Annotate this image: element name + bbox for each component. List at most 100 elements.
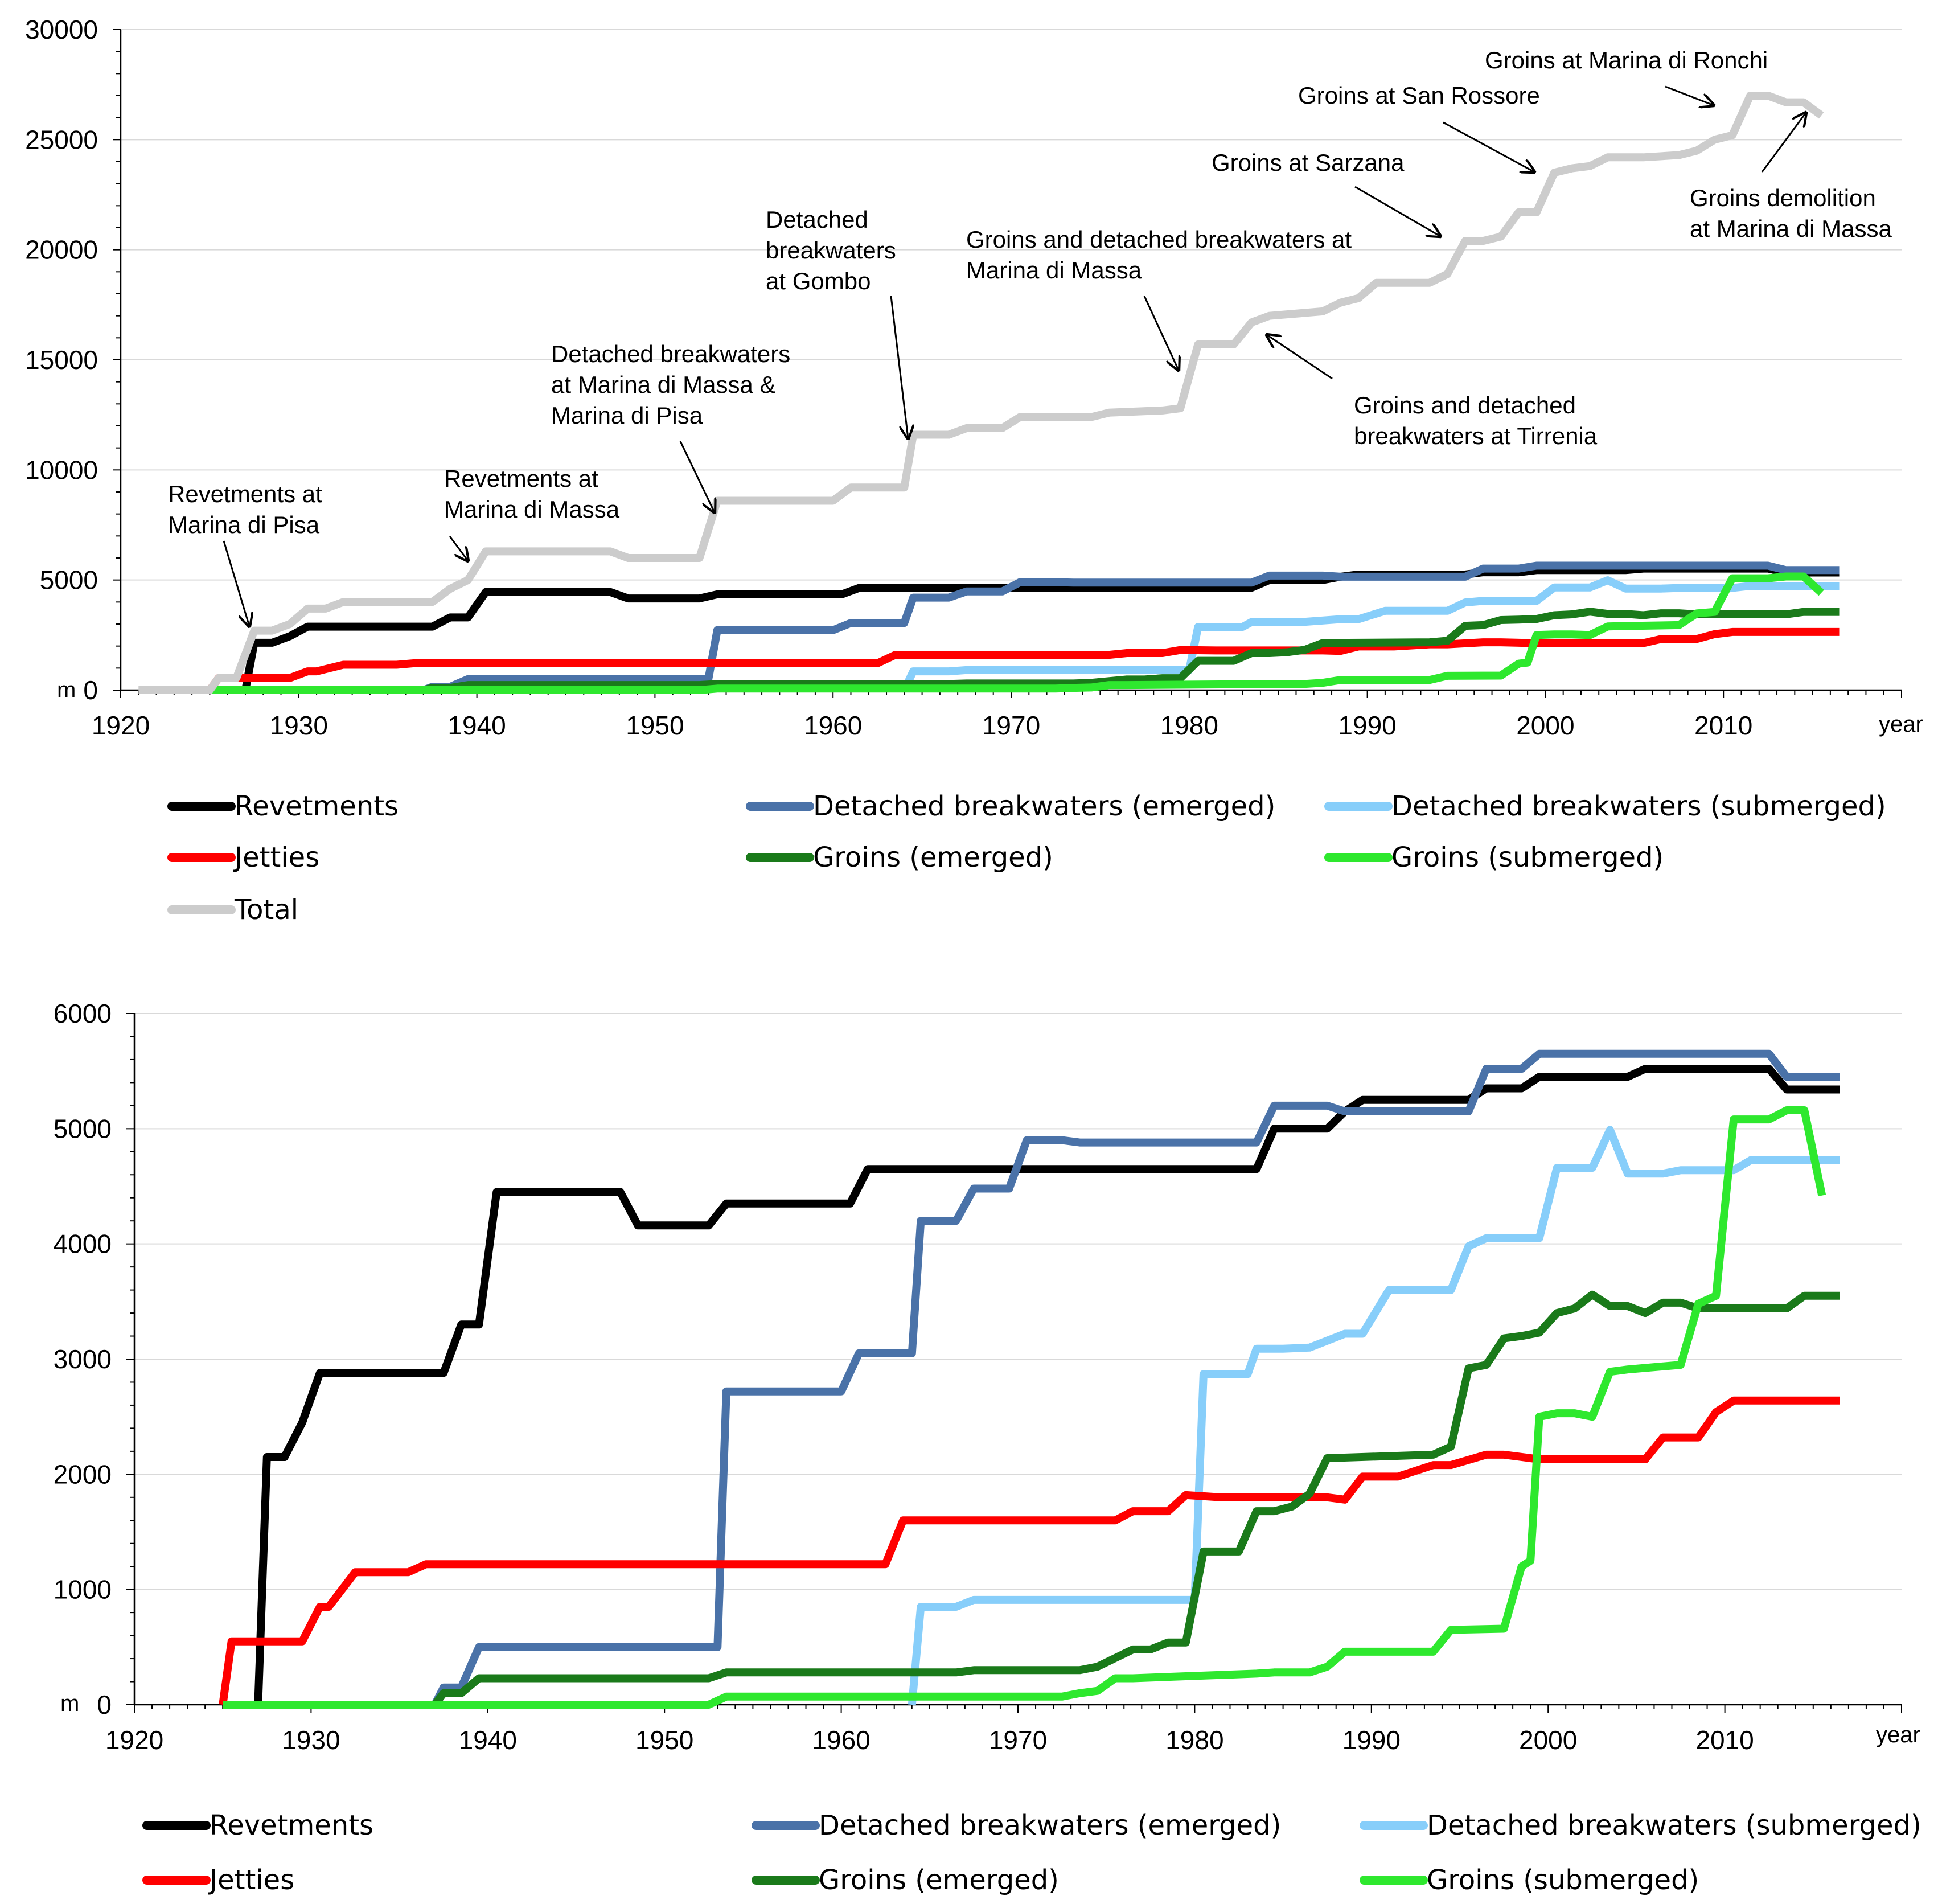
annotation-text-line: Groins at Sarzana (1212, 149, 1405, 176)
annotation-arrow (449, 536, 468, 561)
legend-label: Detached breakwaters (submerged) (1427, 1809, 1921, 1841)
annotation-text-line: Revetments at (168, 481, 322, 507)
annotation-text-line: Groins at San Rossore (1298, 82, 1540, 109)
legend-item-total: Total (167, 894, 298, 926)
series-line-detached-breakwaters-submerged (900, 576, 1840, 692)
y-tick-label: 4000 (54, 1229, 112, 1259)
annotation-text-line: Marina di Massa (444, 496, 620, 523)
legend-item-revetments: Revetments (142, 1809, 373, 1841)
series-line-jetties (219, 1396, 1840, 1705)
annotation-text-line: Groins and detached (1354, 392, 1576, 418)
series-line-total (138, 92, 1824, 694)
legend-label: Detached breakwaters (emerged) (813, 790, 1275, 822)
x-tick-label: 1950 (626, 711, 684, 740)
legend-label: Groins (submerged) (1391, 842, 1664, 873)
y-tick-label: 30000 (25, 15, 98, 44)
annotation-text-line: at Gombo (766, 268, 871, 294)
annotation-text: Groins at Sarzana (1212, 149, 1405, 176)
y-tick-label: 5000 (54, 1114, 112, 1143)
x-tick-label: 1970 (982, 711, 1040, 740)
annotation-text: Detached breakwaters at Marina di Massa &… (551, 340, 790, 429)
annotation-text: Groins and detached breakwaters at Marina… (966, 226, 1352, 284)
y-tick-label: 0 (97, 1690, 112, 1720)
annotation-text: Groins and detached breakwaters at Tirren… (1354, 392, 1598, 449)
legend-item-groins-emerged: Groins (emerged) (746, 842, 1053, 873)
series-line-detached-breakwaters-emerged (422, 561, 1840, 694)
legend-item-jetties: Jetties (167, 842, 319, 873)
annotation-groins-at-marina-di-ronchi: Groins at Marina di Ronchi (1485, 47, 1768, 105)
annotation-arrow (679, 441, 715, 512)
annotation-groins-and-detached-breakwaters-at-tirrenia: Groins and detached breakwaters at Tirren… (1267, 335, 1598, 449)
x-tick-label: 1930 (282, 1725, 340, 1755)
legend-item-detached-breakwaters-emerged: Detached breakwaters (emerged) (752, 1809, 1281, 1841)
y-tick-label: 5000 (40, 565, 98, 595)
series-line-groins-emerged (432, 1290, 1840, 1708)
x-axis-label: year (1879, 712, 1923, 737)
annotation-arrow (1443, 121, 1534, 172)
annotation-text-line: Revetments at (444, 465, 598, 492)
x-tick-label: 2000 (1519, 1725, 1577, 1755)
y-tick-label: 25000 (25, 125, 98, 154)
legend-item-revetments: Revetments (167, 790, 399, 822)
series-line-detached-breakwaters-emerged (431, 1049, 1840, 1707)
x-tick-label: 1960 (804, 711, 862, 740)
annotation-text: Revetments at Marina di Massa (444, 465, 620, 523)
y-tick-label: 6000 (54, 999, 112, 1028)
annotation-groins-and-detached-breakwaters-at-marina-di-massa: Groins and detached breakwaters at Marina… (966, 226, 1352, 370)
legend-label: Groins (submerged) (1427, 1864, 1699, 1896)
legend-label: Jetties (233, 842, 319, 873)
y-tick-label: 20000 (25, 235, 98, 265)
legend-label: Groins (emerged) (819, 1864, 1059, 1896)
x-tick-label: 1960 (812, 1725, 870, 1755)
legend-item-detached-breakwaters-submerged: Detached breakwaters (submerged) (1324, 790, 1886, 822)
series-line-detached-breakwaters-submerged (908, 1126, 1840, 1705)
annotation-text-line: at Marina di Massa (1690, 215, 1892, 242)
legend-item-groins-submerged: Groins (submerged) (1360, 1864, 1699, 1896)
annotation-text-line: Marina di Massa (966, 257, 1142, 284)
annotation-arrow (890, 296, 908, 438)
annotation-arrow (223, 540, 249, 626)
x-tick-label: 1950 (635, 1725, 693, 1755)
legend-label: Detached breakwaters (submerged) (1391, 790, 1886, 822)
legend-top: Revetments Detached breakwaters (emerged)… (167, 790, 1886, 926)
legend-label: Total (234, 894, 298, 926)
x-tick-label: 1930 (270, 711, 328, 740)
annotation-text: Detached breakwaters at Gombo (766, 206, 896, 294)
x-tick-label: 1980 (1165, 1725, 1223, 1755)
annotation-text-line: Groins demolition (1690, 184, 1876, 211)
x-tick-label: 2010 (1695, 1725, 1754, 1755)
annotation-arrow (1665, 85, 1714, 105)
y-tick-label: 15000 (25, 345, 98, 375)
legend-item-groins-submerged: Groins (submerged) (1324, 842, 1664, 873)
annotation-text-line: Detached breakwaters (551, 340, 790, 367)
chart-top-cumulative-length: 5000 10000 15000 20000 25000 30000 0m 1920 1930 1… (25, 15, 1923, 740)
series-line-groins-emerged (422, 608, 1840, 694)
x-tick-label: 1990 (1342, 1725, 1401, 1755)
legend-label: Groins (emerged) (813, 842, 1053, 873)
annotation-text: Groins demolition at Marina di Massa (1690, 184, 1892, 242)
legend-label: Revetments (210, 1809, 373, 1841)
x-tick-label: 2000 (1516, 711, 1574, 740)
annotation-text: Groins at San Rossore (1298, 82, 1540, 109)
annotation-groins-demolition-at-marina-di-massa: Groins demolition at Marina di Massa (1690, 113, 1892, 242)
x-tick-label: 1980 (1160, 711, 1218, 740)
annotation-revetments-at-marina-di-pisa: Revetments at Marina di Pisa (168, 481, 322, 626)
x-tick-label: 1990 (1338, 711, 1396, 740)
series-line-groins-submerged (223, 1106, 1826, 1709)
series-line-revetments (254, 1065, 1840, 1705)
series-line-groins-submerged (210, 572, 1824, 694)
y-tick-label: 10000 (25, 455, 98, 485)
annotation-text-line: Marina di Pisa (551, 402, 703, 429)
annotation-groins-at-san-rossore: Groins at San Rossore (1298, 82, 1540, 172)
y-tick-label: 1000 (54, 1575, 112, 1605)
legend-label: Jetties (208, 1864, 294, 1896)
annotation-detached-breakwaters-at-gombo: Detached breakwaters at Gombo (766, 206, 908, 438)
legend-label: Detached breakwaters (emerged) (819, 1809, 1281, 1841)
x-tick-label: 1940 (459, 1725, 517, 1755)
annotation-text-line: Marina di Pisa (168, 511, 320, 538)
annotation-text-line: at Marina di Massa & (551, 371, 776, 398)
annotation-revetments-at-marina-di-massa: Revetments at Marina di Massa (444, 465, 620, 561)
y-tick-label: 3000 (54, 1344, 112, 1374)
x-tick-label: 1920 (92, 711, 150, 740)
x-tick-label: 1970 (989, 1725, 1047, 1755)
